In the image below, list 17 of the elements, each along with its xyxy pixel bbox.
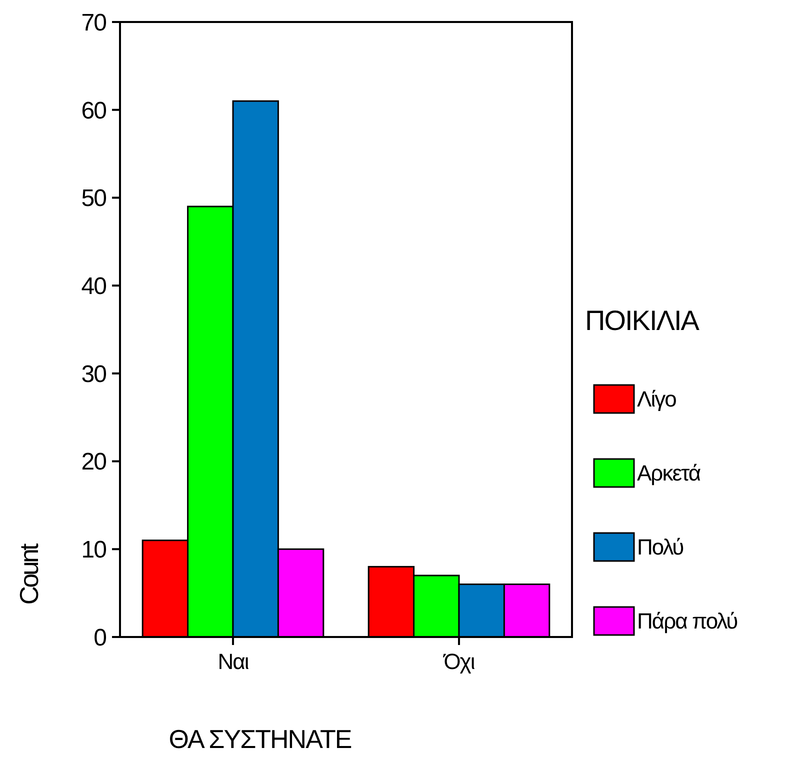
legend-label: Λίγο xyxy=(637,386,677,412)
legend-label: Αρκετά xyxy=(637,460,702,486)
y-tick-label: 20 xyxy=(81,448,107,476)
x-axis-title: ΘΑ ΣΥΣΤΗΝΑΤΕ xyxy=(168,724,352,754)
y-tick-label: 40 xyxy=(81,272,107,300)
legend-label: Πάρα πολύ xyxy=(637,608,738,634)
y-tick-label: 70 xyxy=(81,9,107,36)
y-tick-label: 0 xyxy=(94,624,107,652)
y-tick-label: 60 xyxy=(81,97,107,124)
x-tick-label: Όχι xyxy=(442,649,476,674)
legend-title: ΠΟΙΚΙΛΙΑ xyxy=(585,305,700,336)
x-tick-label: Ναι xyxy=(218,649,250,674)
legend-label: Πολύ xyxy=(637,534,684,560)
y-tick-label: 50 xyxy=(81,185,107,212)
y-tick-label: 10 xyxy=(81,536,107,564)
y-axis-title: Count xyxy=(14,542,44,605)
y-tick-label: 30 xyxy=(81,360,107,388)
